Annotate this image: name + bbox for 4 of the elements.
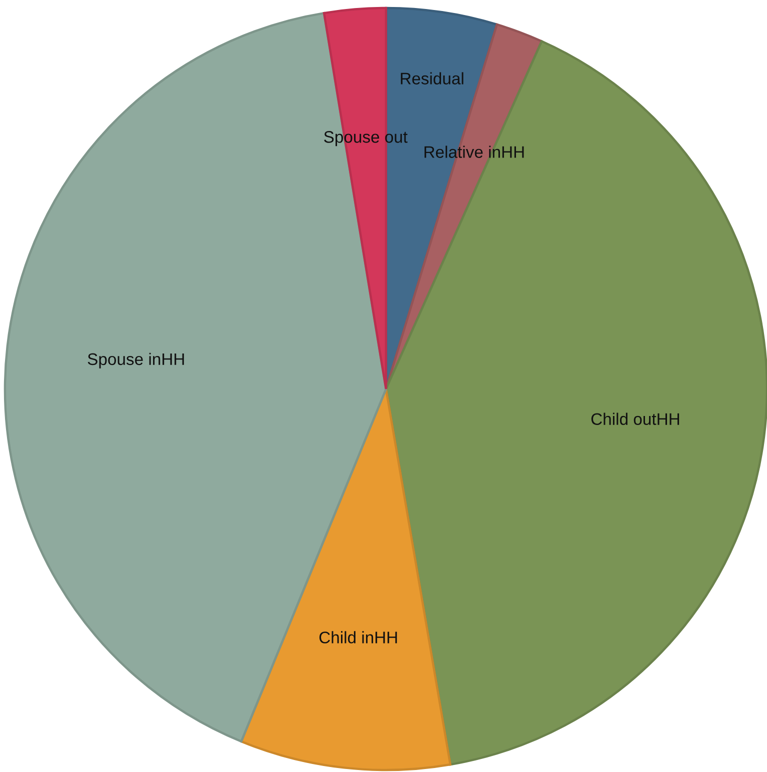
slice-label: Residual [400, 72, 464, 84]
slice-label: Child inHH [319, 631, 397, 644]
slice-label: Spouse inHH [88, 352, 184, 368]
slice-label: Child outHH [591, 412, 680, 425]
